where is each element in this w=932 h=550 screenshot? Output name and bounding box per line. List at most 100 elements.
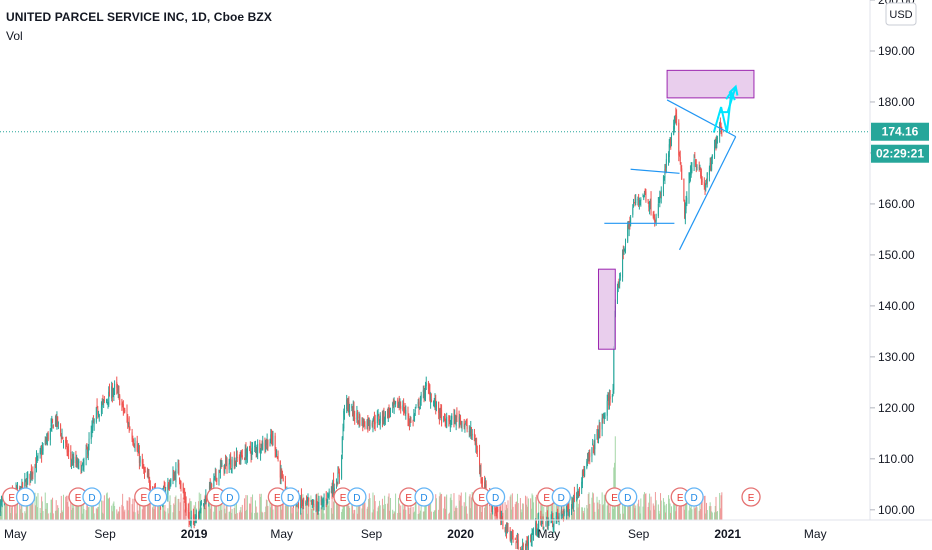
drawing-arrow-path[interactable] <box>712 91 733 133</box>
volume-bar <box>486 504 488 520</box>
candle-body <box>654 220 656 223</box>
candle-body <box>276 453 278 457</box>
drawing-trendline[interactable] <box>666 99 736 138</box>
candle-body <box>169 482 171 485</box>
candle-body <box>265 443 267 445</box>
candle-body <box>387 410 389 419</box>
candle-body <box>400 405 402 410</box>
volume-bar <box>184 509 186 520</box>
candle-body <box>235 454 237 466</box>
drawing-rectangle[interactable] <box>666 69 755 99</box>
volume-bar <box>685 494 687 520</box>
volume-bar <box>189 498 191 520</box>
volume-bar <box>252 494 254 520</box>
candle-body <box>435 401 437 407</box>
candle-body <box>690 168 692 175</box>
candle-body <box>149 479 151 487</box>
volume-bar <box>387 496 389 520</box>
volume-bar <box>645 493 647 520</box>
earnings-event-icon[interactable]: E <box>537 487 557 507</box>
candle-body <box>331 488 333 494</box>
volume-bar <box>39 507 41 520</box>
earnings-event-icon[interactable]: E <box>68 487 88 507</box>
volume-bar <box>235 513 237 520</box>
candle-body <box>117 388 119 392</box>
volume-bar <box>221 503 223 520</box>
dividend-event-icon[interactable]: D <box>551 487 571 507</box>
volume-bar <box>489 513 491 520</box>
volume-bar <box>629 499 631 520</box>
drawing-rectangle[interactable] <box>597 268 616 350</box>
earnings-event-icon[interactable]: E <box>333 487 353 507</box>
earnings-event-icon[interactable]: E <box>206 487 226 507</box>
candle-body <box>603 415 605 420</box>
candle-body <box>545 521 547 526</box>
earnings-event-icon[interactable]: E <box>741 487 761 507</box>
drawing-trendline[interactable] <box>630 168 680 174</box>
dividend-event-icon[interactable]: D <box>148 487 168 507</box>
volume-bar <box>81 505 83 520</box>
price-scale-panel[interactable] <box>870 0 932 550</box>
volume-bar <box>19 501 21 520</box>
candle-body <box>80 463 82 474</box>
dividend-event-icon[interactable]: D <box>15 487 36 507</box>
candle-body <box>558 514 560 520</box>
candle-body <box>420 394 422 401</box>
volume-bar <box>466 513 468 520</box>
dividend-event-icon[interactable]: D <box>414 487 434 507</box>
candle-body <box>369 424 371 426</box>
candle-body <box>81 463 83 465</box>
volume-bar <box>485 498 487 520</box>
dividend-event-icon[interactable]: D <box>220 487 240 507</box>
candle-body <box>502 518 504 526</box>
drawing-arrow-path[interactable] <box>719 86 737 114</box>
candle-body <box>453 413 455 425</box>
dividend-event-icon[interactable]: D <box>280 487 301 507</box>
volume-bar <box>108 498 110 520</box>
candle-body <box>113 389 115 395</box>
drawings-layer[interactable] <box>597 69 755 350</box>
candle-body <box>464 425 466 427</box>
volume-bar <box>233 507 235 520</box>
time-scale[interactable]: May Sep 2019 May Sep 2020 May Sep 2021 May <box>4 527 827 541</box>
volume-bar <box>579 499 581 520</box>
volume-bar <box>387 503 389 520</box>
candle-body <box>514 538 516 540</box>
volume-bar <box>153 509 155 520</box>
volume-bar <box>26 495 28 520</box>
volume-bar <box>535 496 537 520</box>
dividend-event-icon[interactable]: D <box>618 487 638 507</box>
candle-body <box>57 416 59 426</box>
candle-body <box>555 515 557 521</box>
volume-bar <box>601 492 603 520</box>
volume-bar <box>11 507 13 520</box>
candle-body <box>167 484 169 495</box>
volume-bar <box>295 497 297 520</box>
volume-bar <box>536 513 538 520</box>
volume-bar <box>223 494 225 520</box>
dividend-event-icon[interactable]: D <box>347 487 367 507</box>
candle-body <box>511 532 513 539</box>
volume-indicator-label[interactable]: Vol <box>6 29 23 43</box>
candle-body <box>525 540 527 550</box>
candle-body <box>76 461 78 467</box>
dividend-event-icon[interactable]: D <box>684 487 704 507</box>
candle-body <box>704 186 706 189</box>
volume-bar <box>267 505 269 520</box>
symbol-title[interactable]: UNITED PARCEL SERVICE INC, 1D, Cboe BZX <box>6 10 272 24</box>
volume-bar <box>594 511 596 520</box>
candle-body <box>203 503 205 505</box>
volume-bar <box>152 499 154 520</box>
dividend-event-icon[interactable]: D <box>82 487 102 507</box>
candle-body <box>311 500 313 504</box>
drawing-trendline[interactable] <box>678 136 737 251</box>
volume-bar <box>276 505 278 520</box>
event-label: D <box>22 493 29 504</box>
candle-body <box>516 541 518 543</box>
candle-body <box>47 433 49 440</box>
dividend-event-icon[interactable]: D <box>485 487 506 507</box>
currency-button[interactable]: USD <box>885 2 917 26</box>
